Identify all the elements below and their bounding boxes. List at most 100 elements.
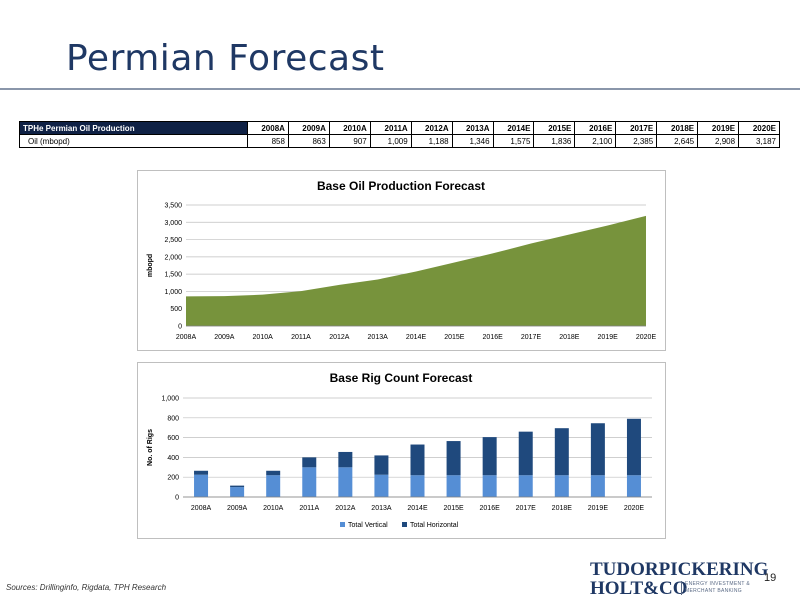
title-divider [0, 88, 800, 90]
x-tick-label: 2011A [299, 505, 319, 512]
rig-count-chart-svg: Base Rig Count Forecast 0 200 400 600 800 1,00… [147, 371, 652, 529]
y-axis-label: mbopd [147, 254, 154, 277]
company-logo: TUDORPICKERING HOLT&CO ENERGY INVESTMENT… [590, 559, 768, 599]
bar-total-horizontal [482, 437, 497, 476]
area-series [186, 215, 646, 326]
table-cell: 1,575 [492, 134, 535, 148]
x-tick-label: 2008A [191, 505, 212, 512]
table-year-header: 2017E [615, 121, 658, 135]
y-tick-label: 3,500 [164, 203, 182, 210]
y-axis-label: No. of Rigs [147, 429, 154, 466]
y-tick-label: 0 [178, 324, 182, 331]
bar-total-vertical [410, 475, 425, 497]
x-tick-label: 2010A [263, 505, 284, 512]
bar-total-vertical [482, 475, 497, 497]
legend-label: Total Horizontal [410, 522, 459, 529]
x-tick-label: 2018E [552, 505, 573, 512]
bar-total-horizontal [230, 485, 245, 488]
table-header-row: TPHe Permian Oil Production 2008A 2009A 20… [19, 121, 780, 135]
table-cell: 2,908 [697, 134, 740, 148]
x-tick-label: 2018E [559, 334, 580, 341]
bar-total-vertical [518, 475, 533, 497]
bar-total-vertical [230, 487, 245, 497]
logo-tagline-1: ENERGY INVESTMENT & [685, 581, 750, 587]
table-cell: 1,836 [533, 134, 576, 148]
table-year-header: 2013A [451, 121, 494, 135]
x-tick-label: 2017E [521, 334, 542, 341]
slide-title: Permian Forecast [66, 38, 385, 79]
table-cell: 1,009 [369, 134, 412, 148]
bar-total-vertical [302, 467, 317, 497]
table-cell: 1,188 [410, 134, 453, 148]
bar-total-vertical [626, 475, 641, 497]
x-tick-label: 2010A [253, 334, 274, 341]
logo-tagline: ENERGY INVESTMENT & MERCHANT BANKING [681, 581, 750, 595]
table-cell: 863 [287, 134, 330, 148]
table-year-header: 2012A [410, 121, 453, 135]
table-cell: 2,100 [574, 134, 617, 148]
bar-total-horizontal [374, 455, 389, 475]
legend-swatch [402, 522, 407, 527]
y-tick-label: 2,500 [164, 237, 182, 244]
bar-total-horizontal [338, 451, 353, 468]
y-tick-label: 500 [170, 306, 182, 313]
table-year-header: 2018E [656, 121, 699, 135]
table-year-header: 2016E [574, 121, 617, 135]
table-cell: 1,346 [451, 134, 494, 148]
x-tick-label: 2020E [624, 505, 645, 512]
x-tick-label: 2020E [636, 334, 657, 341]
x-tick-label: 2014E [406, 334, 427, 341]
x-tick-label: 2015E [443, 505, 464, 512]
x-tick-label: 2012A [335, 505, 356, 512]
logo-line1: TUDORPICKERING [590, 559, 769, 580]
y-tick-label: 600 [167, 435, 179, 442]
y-tick-label: 0 [175, 495, 179, 502]
bar-total-horizontal [194, 470, 209, 475]
x-tick-label: 2008A [176, 334, 197, 341]
x-tick-label: 2012A [329, 334, 350, 341]
bar-total-vertical [446, 475, 461, 497]
x-tick-label: 2013A [368, 334, 389, 341]
logo-line2: HOLT&CO [590, 578, 688, 599]
chart-title: Base Rig Count Forecast [330, 371, 473, 385]
x-tick-label: 2019E [588, 505, 609, 512]
table-year-header: 2010A [328, 121, 371, 135]
y-tick-label: 200 [167, 475, 179, 482]
bar-total-horizontal [518, 431, 533, 476]
table-cell: 907 [328, 134, 371, 148]
x-tick-label: 2013A [371, 505, 392, 512]
y-tick-label: 3,000 [164, 220, 182, 227]
sources-note: Sources: Drillinginfo, Rigdata, TPH Rese… [6, 583, 167, 592]
y-tick-label: 400 [167, 455, 179, 462]
rig-count-chart: Base Rig Count Forecast 0 200 400 600 800 1,00… [137, 362, 666, 539]
table-year-header: 2015E [533, 121, 576, 135]
table-row-label: Oil (mbopd) [19, 134, 248, 148]
bar-total-vertical [266, 475, 281, 497]
oil-production-chart: Base Oil Production Forecast 0 500 1,000 1,5… [137, 170, 666, 351]
logo-tagline-2: MERCHANT BANKING [685, 588, 742, 594]
production-table: TPHe Permian Oil Production 2008A 2009A 20… [19, 121, 780, 148]
bar-total-vertical [338, 467, 353, 497]
x-tick-label: 2015E [444, 334, 465, 341]
bar-total-vertical [374, 474, 389, 497]
table-header-label: TPHe Permian Oil Production [19, 121, 248, 135]
bar-total-horizontal [302, 457, 317, 468]
page-number: 19 [764, 572, 777, 584]
x-tick-label: 2014E [407, 505, 428, 512]
x-tick-label: 2016E [480, 505, 501, 512]
bar-total-vertical [554, 475, 569, 497]
y-tick-label: 800 [167, 415, 179, 422]
table-year-header: 2008A [247, 121, 289, 135]
x-tick-label: 2017E [516, 505, 537, 512]
bar-total-horizontal [410, 444, 425, 476]
bar-total-horizontal [626, 418, 641, 476]
table-year-header: 2011A [369, 121, 412, 135]
bar-total-vertical [194, 474, 209, 497]
table-row: Oil (mbopd) 858 863 907 1,009 1,188 1,346 1,57… [19, 134, 780, 148]
table-year-header: 2020E [738, 121, 780, 135]
x-tick-label: 2011A [291, 334, 311, 341]
bar-total-horizontal [554, 428, 569, 476]
legend-label: Total Vertical [348, 522, 388, 529]
bar-total-horizontal [590, 423, 605, 476]
table-year-header: 2019E [697, 121, 740, 135]
